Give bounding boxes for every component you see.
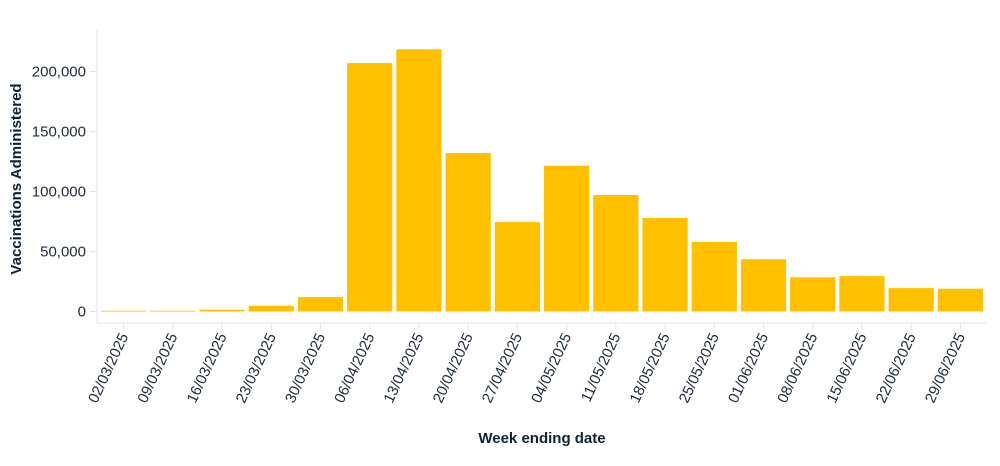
x-tick-label: 27/04/2025 (479, 331, 526, 406)
y-tick-label: 0 (78, 304, 86, 321)
y-axis-ticks: 0 50,000 100,000 150,000 200,000 (32, 64, 97, 321)
x-tick-label: 08/06/2025 (774, 331, 821, 406)
x-tick-label: 09/03/2025 (134, 331, 181, 406)
bar (544, 165, 590, 312)
bar (937, 288, 983, 312)
x-axis-title: Week ending date (478, 430, 605, 447)
bar (445, 153, 491, 312)
bar (790, 277, 836, 312)
x-tick-label: 06/04/2025 (331, 331, 378, 406)
x-tick-label: 04/05/2025 (528, 331, 575, 406)
x-tick-label: 15/06/2025 (823, 331, 870, 406)
y-axis-title: Vaccinations Administered (8, 83, 25, 274)
bar (593, 195, 639, 312)
bar (494, 222, 540, 312)
bar (642, 217, 688, 312)
x-axis-ticks: 02/03/2025 09/03/2025 16/03/2025 23/03/2025… (85, 323, 969, 406)
x-tick-label: 16/03/2025 (184, 331, 231, 406)
x-tick-label: 29/06/2025 (922, 331, 969, 406)
bar (297, 297, 344, 312)
bar (347, 63, 393, 312)
x-tick-label: 20/04/2025 (430, 331, 477, 406)
x-tick-label: 22/06/2025 (873, 331, 920, 406)
bar (396, 49, 442, 312)
x-tick-label: 01/06/2025 (725, 331, 772, 406)
bar (101, 310, 147, 312)
bar (740, 259, 787, 312)
bar (691, 241, 737, 312)
x-tick-label: 18/05/2025 (627, 331, 674, 406)
y-tick-label: 150,000 (32, 124, 86, 141)
y-tick-label: 200,000 (32, 64, 86, 81)
bar (150, 310, 196, 312)
x-tick-label: 30/03/2025 (282, 331, 329, 406)
bar (248, 305, 294, 312)
bar (839, 276, 885, 312)
y-tick-label: 100,000 (32, 184, 86, 201)
x-tick-label: 25/05/2025 (676, 331, 723, 406)
x-tick-label: 02/03/2025 (85, 331, 132, 406)
y-tick-label: 50,000 (40, 244, 86, 261)
bar (888, 288, 934, 312)
x-tick-label: 23/03/2025 (233, 331, 280, 406)
bars (101, 49, 983, 312)
bar (199, 309, 245, 312)
x-tick-label: 13/04/2025 (380, 331, 427, 406)
x-tick-label: 11/05/2025 (578, 331, 625, 405)
